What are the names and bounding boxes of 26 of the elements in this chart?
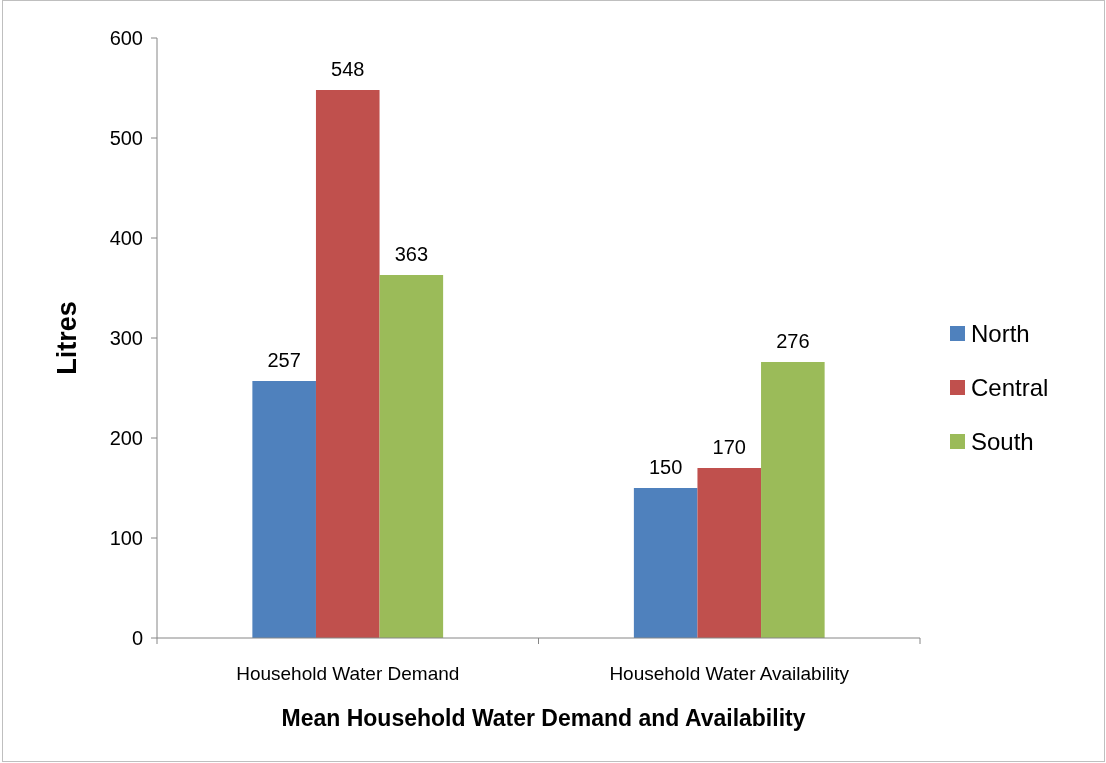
y-tick-label: 300 — [109, 327, 143, 349]
bar — [252, 381, 316, 638]
data-label: 150 — [648, 456, 683, 478]
bar — [697, 468, 762, 638]
legend-label: Central — [971, 374, 1049, 402]
legend-label: South — [971, 428, 1034, 456]
bar — [761, 362, 825, 638]
legend-label: North — [971, 320, 1030, 348]
data-label: 548 — [331, 58, 365, 80]
data-label: 276 — [776, 330, 810, 352]
y-tick-label: 600 — [109, 27, 143, 49]
y-tick-label: 0 — [131, 627, 143, 649]
y-tick-label: 200 — [109, 427, 143, 449]
bar — [633, 488, 698, 638]
y-tick-label: 500 — [109, 127, 143, 149]
data-label: 363 — [394, 243, 429, 265]
x-tick-label: Household Water Demand — [236, 663, 460, 684]
x-axis-title: Mean Household Water Demand and Availability — [281, 705, 806, 731]
bar — [379, 275, 444, 638]
y-axis-title: Litres — [52, 301, 82, 375]
bar — [315, 90, 380, 638]
data-label: 257 — [267, 349, 301, 371]
y-tick-label: 100 — [109, 527, 143, 549]
data-label: 170 — [712, 436, 746, 458]
x-tick-label: Household Water Availability — [609, 663, 850, 684]
y-tick-label: 400 — [109, 227, 143, 249]
